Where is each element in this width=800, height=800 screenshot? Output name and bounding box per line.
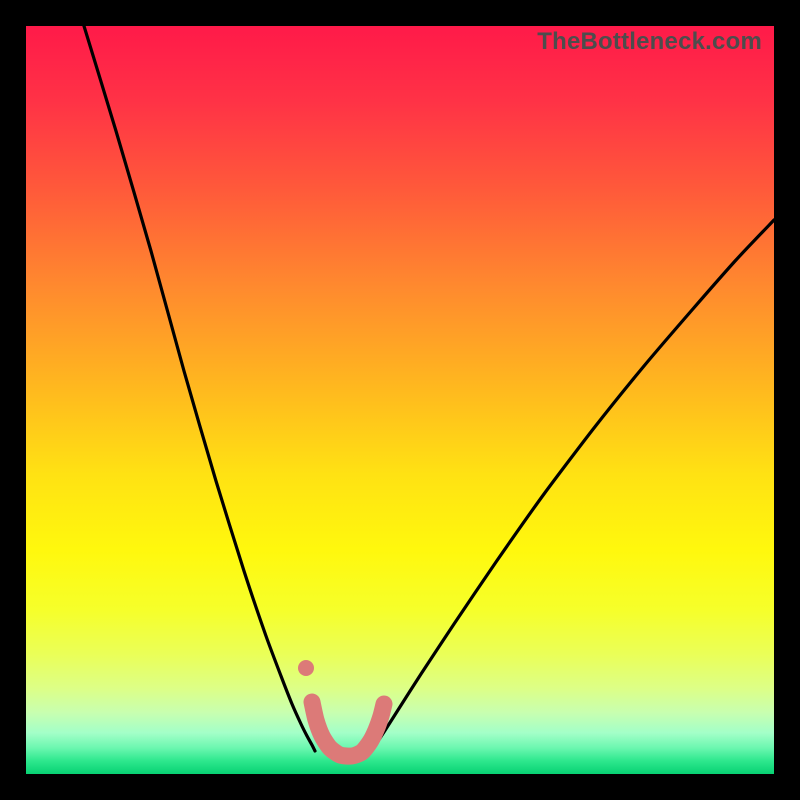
watermark-text: TheBottleneck.com bbox=[537, 28, 762, 56]
gradient-background bbox=[26, 26, 774, 774]
plot-svg bbox=[26, 26, 774, 774]
chart-frame: TheBottleneck.com bbox=[0, 0, 800, 800]
plot-area bbox=[26, 26, 774, 774]
valley-marker-dot bbox=[298, 660, 314, 676]
